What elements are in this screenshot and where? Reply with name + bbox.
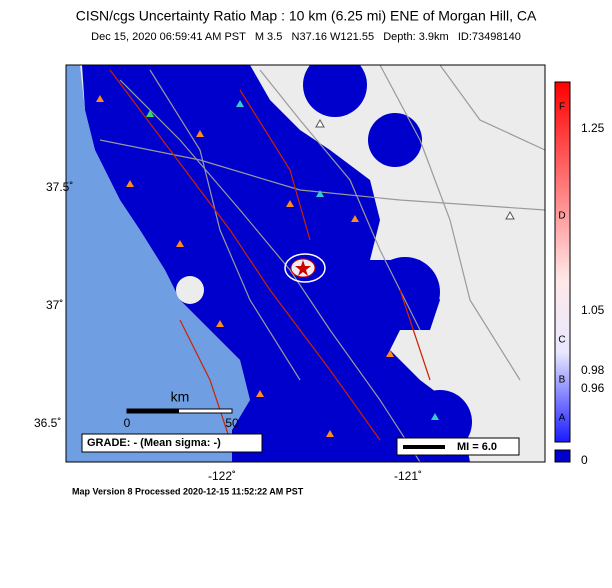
- grade-letter: C: [558, 335, 565, 346]
- colorbar-tick: 0.96: [581, 381, 605, 395]
- epicenter: [284, 253, 326, 283]
- ocean: [66, 65, 250, 462]
- gaps: [176, 276, 472, 377]
- map: [66, 65, 545, 462]
- title: CISN/cgs Uncertainty Ratio Map : 10 km (…: [76, 8, 537, 24]
- lon-label: -121˚: [394, 469, 422, 483]
- colorbar-tick: 0: [581, 453, 588, 467]
- scale-start: 0: [124, 416, 131, 430]
- grade-letter: D: [558, 211, 565, 222]
- grade-letter: A: [559, 413, 566, 424]
- colorbar-tick: 1.05: [581, 303, 605, 317]
- lat-label: 36.5˚: [34, 416, 61, 430]
- mi-bar: [403, 445, 445, 449]
- roads: [99, 65, 545, 462]
- colorbar: 1.25 1.05 0.98 0.96 0 F D C B A: [554, 81, 605, 467]
- lat-label: 37.5˚: [46, 180, 73, 194]
- footer: Map Version 8 Processed 2020-12-15 11:52…: [72, 486, 304, 496]
- grade-letter: F: [559, 102, 565, 113]
- grade: GRADE: - (Mean sigma: -): [87, 437, 221, 449]
- lon-label: -122˚: [208, 469, 236, 483]
- map-frame: [65, 64, 546, 463]
- colorbar-tick: 1.25: [581, 121, 605, 135]
- scale-bar: km 0 50: [124, 389, 239, 430]
- grade-letter: B: [559, 375, 566, 386]
- mi-label: MI = 6.0: [457, 441, 497, 453]
- colorbar-tick: 0.98: [581, 363, 605, 377]
- stations: [96, 95, 515, 437]
- subtitle: Dec 15, 2020 06:59:41 AM PST M 3.5 N37.1…: [91, 31, 521, 43]
- scale-end: 50: [225, 416, 239, 430]
- mi-box: [396, 437, 520, 456]
- faults: [109, 69, 431, 441]
- grade-box: [81, 433, 263, 453]
- lat-label: 37˚: [46, 298, 63, 312]
- scale-unit: km: [171, 389, 190, 405]
